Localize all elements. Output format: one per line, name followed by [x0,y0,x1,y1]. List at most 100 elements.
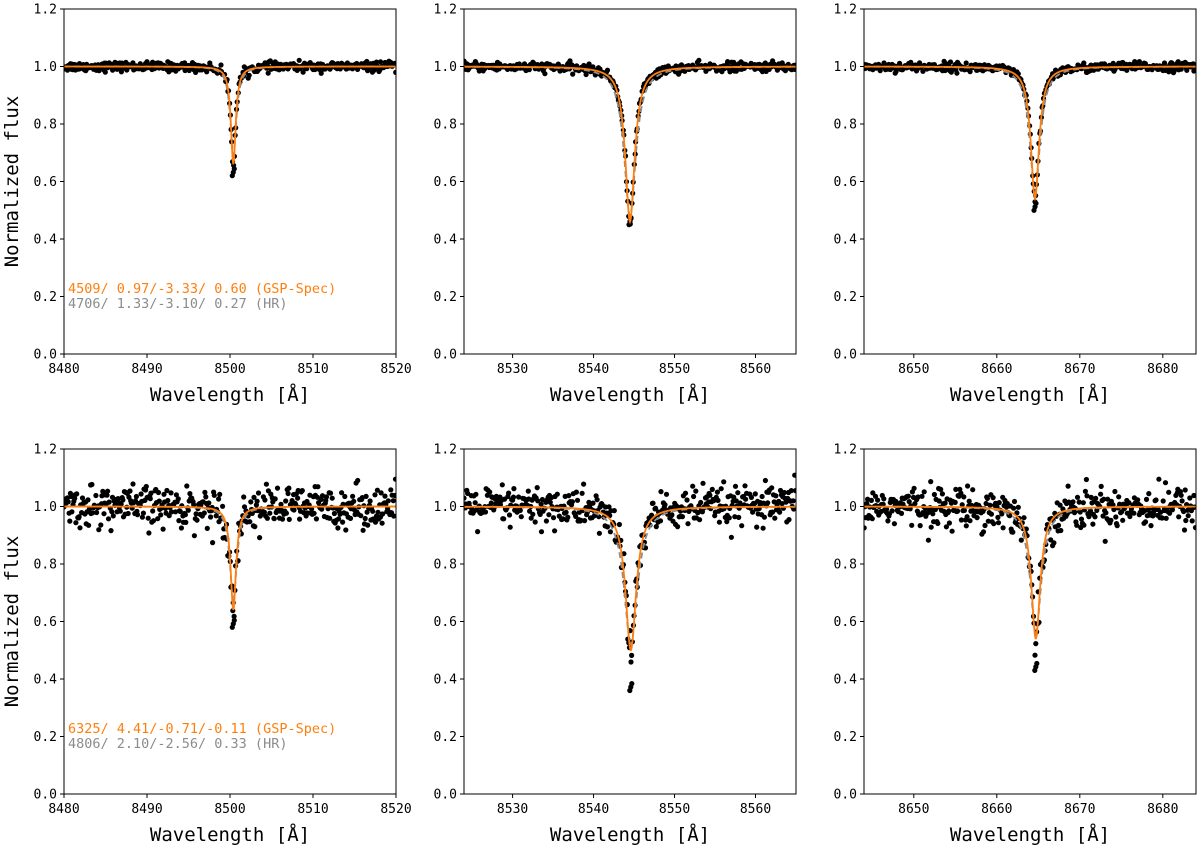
data-point [191,533,197,539]
data-point [155,516,161,522]
y-tick-label: 0.0 [34,348,57,363]
data-point [110,513,116,519]
data-point [1098,491,1104,497]
data-point [257,535,263,541]
data-point [880,501,886,507]
data-point [375,509,381,515]
data-point [762,477,769,484]
data-point [1088,494,1094,500]
data-point [679,514,686,520]
data-point [210,540,216,546]
data-point [177,508,183,515]
data-point [115,496,121,502]
data-point [482,509,489,515]
data-point [777,509,783,515]
data-point [193,511,199,517]
y-tick-label: 0.2 [434,290,457,305]
data-point [379,520,385,526]
data-point [105,516,112,522]
x-axis-title: Wavelength [Å] [950,823,1110,846]
data-point [884,506,890,512]
data-point [350,493,356,499]
y-tick-label: 0.8 [34,558,57,573]
data-point [247,519,253,525]
data-point [716,519,723,525]
panel-1-2: 0.0 0.2 0.4 0.6 0.8 1.0 1.2 8530 8540 8550 8560 Wav… [434,3,797,406]
panel-1-3: 0.0 0.2 0.4 0.6 0.8 1.0 1.2 8650 8660 8670 8680 Wav… [834,3,1197,406]
y-tick-label: 0.2 [834,730,857,745]
data-point [765,500,771,506]
data-point [539,496,546,503]
data-point [286,485,292,491]
x-tick-label: 8520 [380,362,411,377]
x-tick-label: 8490 [131,802,162,817]
data-point [67,518,73,524]
data-point [1108,517,1114,523]
x-axis-title: Wavelength [Å] [150,383,310,406]
data-point [475,529,481,535]
data-point [1058,527,1064,534]
data-point [1093,495,1099,501]
data-point [1094,507,1100,513]
x-tick-label: 8660 [981,802,1012,817]
data-point [707,492,713,498]
data-point [653,505,659,511]
y-tick-label: 0.8 [434,558,457,573]
y-tick-label: 0.2 [34,730,57,745]
data-point [864,525,867,531]
data-point [790,498,796,504]
data-point [392,476,396,482]
data-point [147,496,153,502]
data-point [117,508,123,514]
data-point [1057,502,1063,508]
data-point [604,67,611,73]
data-point [1101,496,1107,502]
data-point [1105,496,1111,502]
data-point [392,492,396,499]
x-tick-label: 8560 [740,802,771,817]
y-tick-label: 0.8 [834,558,857,573]
data-point [108,528,114,534]
data-point [715,497,721,503]
x-tick-label: 8500 [214,362,245,377]
data-point [1082,488,1088,494]
data-point [1021,515,1027,521]
y-tick-label: 1.0 [434,60,457,75]
data-point [161,491,167,497]
x-tick-label: 8680 [1147,802,1178,817]
data-point [133,493,139,500]
data-point [217,491,223,497]
data-point [251,494,257,500]
data-point [168,490,174,496]
data-point [69,509,75,515]
data-point [1192,525,1196,531]
y-tick-label: 0.4 [34,233,58,248]
data-point [246,72,252,78]
data-point [535,498,541,504]
data-point [362,515,368,522]
x-tick-label: 8530 [497,362,528,377]
data-point [1160,498,1166,504]
data-point [347,515,354,522]
data-point [1159,515,1165,521]
data-point [1015,504,1021,510]
data-point [698,499,704,506]
data-point [274,485,281,491]
data-point [1051,540,1057,546]
gsp-spec-model-line [864,505,1196,640]
data-point [984,495,991,501]
parameter-annotation: 4706/ 1.33/-3.10/ 0.27 (HR) [68,296,287,312]
gsp-spec-model-line [464,505,796,652]
data-point [690,483,696,489]
data-point [118,501,124,507]
data-point [390,498,396,504]
x-axis-title: Wavelength [Å] [550,383,710,406]
data-point [949,528,955,534]
data-point [936,498,942,504]
data-point [917,523,923,529]
y-tick-label: 0.8 [834,118,857,133]
data-point [1000,525,1006,531]
data-point [658,489,664,495]
data-point [216,496,222,502]
y-tick-label: 0.6 [834,175,857,190]
